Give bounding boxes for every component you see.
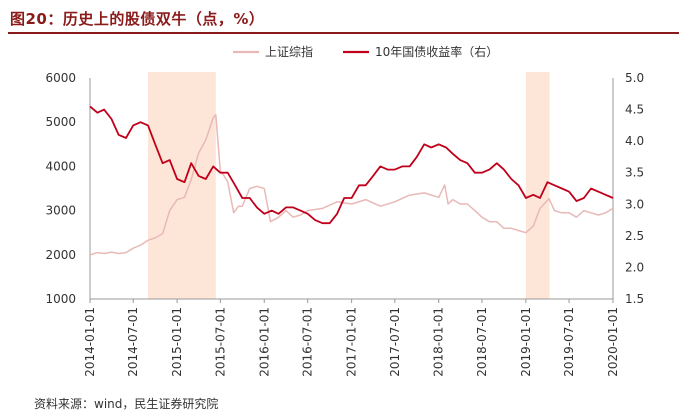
x-tick-label: 2016-01-01 xyxy=(257,307,271,377)
left-tick-label: 1000 xyxy=(45,292,76,306)
right-tick-label: 4.5 xyxy=(625,103,644,117)
series xyxy=(89,105,614,256)
shaded-period-1 xyxy=(148,72,216,299)
x-tick-label: 2017-07-01 xyxy=(388,307,402,377)
x-tick-label: 2019-07-01 xyxy=(562,307,576,377)
left-tick-label: 3000 xyxy=(45,204,76,218)
legend-label-2: 10年国债收益率（右） xyxy=(375,44,498,59)
x-tick-label: 2018-07-01 xyxy=(475,307,489,377)
x-tick-label: 2015-07-01 xyxy=(213,307,227,377)
shaded-periods xyxy=(148,72,550,299)
x-tick-label: 2014-07-01 xyxy=(126,307,140,377)
right-tick-label: 3.0 xyxy=(625,197,644,211)
shaded-period-2 xyxy=(525,72,550,299)
right-tick-label: 5.0 xyxy=(625,71,644,85)
x-tick-label: 2014-01-01 xyxy=(83,307,97,377)
right-tick-label: 2.5 xyxy=(625,229,644,243)
figure-title: 图20：历史上的股债双牛（点，%） xyxy=(10,10,265,28)
x-axis-ticks: 2014-01-01 2014-07-01 2015-01-01 2015-07-01… xyxy=(83,299,620,377)
right-tick-label: 4.0 xyxy=(625,134,644,148)
x-tick-label: 2019-01-01 xyxy=(519,307,533,377)
x-tick-label: 2017-01-01 xyxy=(345,307,359,377)
left-tick-label: 2000 xyxy=(45,248,76,262)
right-tick-label: 1.5 xyxy=(625,292,644,306)
left-tick-label: 5000 xyxy=(45,115,76,129)
x-tick-label: 2018-01-01 xyxy=(432,307,446,377)
series-line-2 xyxy=(89,105,614,225)
legend-label-1: 上证综指 xyxy=(265,44,313,59)
chart-svg: 1000 2000 3000 4000 5000 6000 1.5 2.0 2.5 3.0 3.5… xyxy=(45,44,644,377)
title-rule xyxy=(8,32,679,34)
left-axis-ticks: 1000 2000 3000 4000 5000 6000 xyxy=(45,71,76,306)
legend: 上证综指 10年国债收益率（右） xyxy=(233,44,498,59)
left-tick-label: 6000 xyxy=(45,71,76,85)
right-tick-label: 2.0 xyxy=(625,260,644,274)
series-line-1 xyxy=(89,113,614,256)
x-tick-label: 2020-01-01 xyxy=(606,307,620,377)
x-tick-label: 2016-07-01 xyxy=(301,307,315,377)
left-tick-label: 4000 xyxy=(45,159,76,173)
right-axis-ticks: 1.5 2.0 2.5 3.0 3.5 4.0 4.5 5.0 xyxy=(625,71,644,306)
source-note: 资料来源：wind，民生证券研究院 xyxy=(34,397,219,411)
right-tick-label: 3.5 xyxy=(625,166,644,180)
axes: 1000 2000 3000 4000 5000 6000 1.5 2.0 2.5 3.0 3.5… xyxy=(45,71,644,377)
x-tick-label: 2015-01-01 xyxy=(170,307,184,377)
